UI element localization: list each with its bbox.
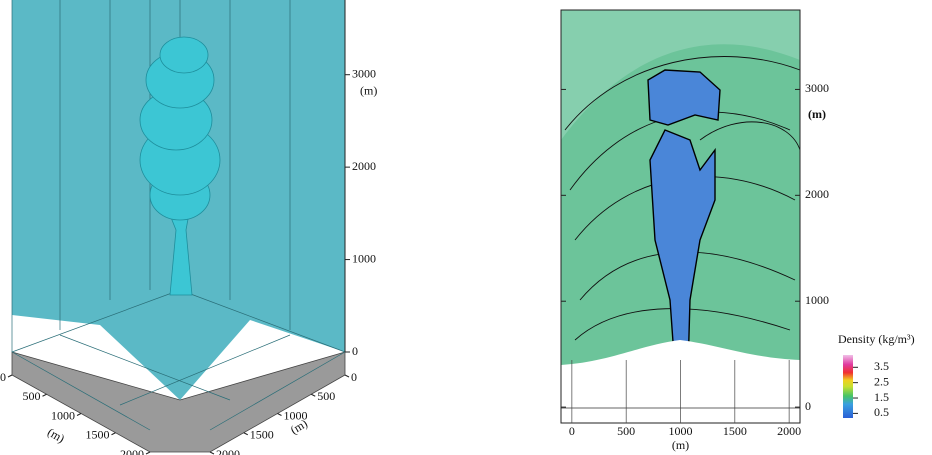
y-tick [311, 394, 315, 396]
colorbar-tick-label: 3.5 [874, 359, 889, 373]
x-axis-label: (m) [45, 425, 67, 446]
z-axis-label: (m) [360, 83, 377, 97]
y-tick [210, 452, 214, 454]
colorbar [843, 355, 853, 418]
x-tick-label: 1000 [669, 424, 693, 438]
colorbar-tick-label: 0.5 [874, 405, 889, 419]
z-tick-label: 2000 [352, 159, 376, 173]
x-tick-label: 0 [569, 424, 575, 438]
x-tick-label: 2000 [777, 424, 801, 438]
x-tick-label: 500 [617, 424, 635, 438]
colorbar-title: Density (kg/m³) [838, 332, 915, 346]
x-tick-label: 500 [23, 389, 41, 403]
x-tick [112, 433, 116, 435]
colorbar-tick-label: 1.5 [874, 390, 889, 404]
x-tick [77, 414, 81, 416]
x-tick [43, 394, 47, 396]
y-tick-label: 0 [351, 370, 357, 384]
colorbar-tick-label: 2.5 [874, 374, 889, 388]
x-axis-label: (m) [672, 438, 689, 452]
y-tick-label: 3000 [805, 81, 829, 95]
y-tick-label: 2000 [805, 187, 829, 201]
x-tick [146, 452, 150, 454]
y-tick-label: 2000 [216, 447, 240, 455]
y-tick-label: 500 [317, 389, 335, 403]
x-tick-label: 1500 [723, 424, 747, 438]
right-panel [561, 10, 853, 423]
y-tick [244, 433, 248, 435]
y-tick [345, 375, 349, 377]
z-tick-label: 0 [352, 344, 358, 358]
z-tick-label: 1000 [352, 251, 376, 265]
y-tick-label: 0 [805, 399, 811, 413]
x-tick-label: 1500 [86, 428, 110, 442]
x-tick [8, 375, 12, 377]
left-panel [12, 0, 345, 452]
x-tick-label: 1000 [51, 408, 75, 422]
y-axis-label: (m) [808, 107, 826, 121]
y-tick-label: 1500 [250, 428, 274, 442]
x-tick-label: 2000 [120, 447, 144, 455]
y-tick-label: 1000 [805, 293, 829, 307]
figure: 0 1000 2000 3000 (m) 0 500 1000 1500 2000 (m) 0 500 1… [0, 0, 932, 455]
y-tick [278, 414, 282, 416]
x-tick-label: 0 [0, 370, 6, 384]
z-tick-label: 3000 [352, 66, 376, 80]
